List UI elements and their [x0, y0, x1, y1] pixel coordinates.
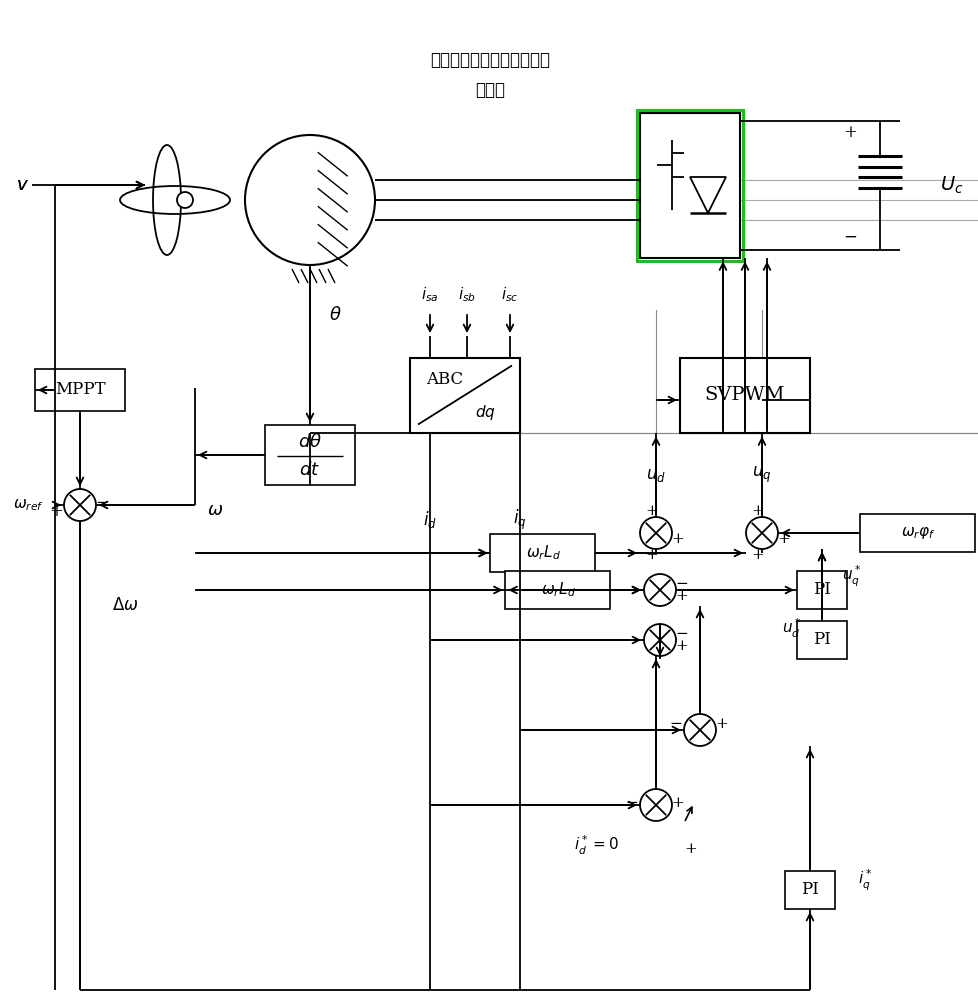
Text: $i_{sb}$: $i_{sb}$ — [458, 286, 475, 304]
Text: $v$: $v$ — [16, 176, 28, 194]
Text: $\omega_r L_d$: $\omega_r L_d$ — [540, 581, 575, 599]
Text: $\theta$: $\theta$ — [329, 306, 341, 324]
Text: +: + — [671, 532, 684, 546]
Text: $u_d^*$: $u_d^*$ — [781, 616, 801, 640]
Text: +: + — [715, 717, 728, 731]
Text: $v$: $v$ — [16, 176, 28, 194]
Bar — [860, 514, 974, 552]
Text: +: + — [777, 532, 789, 546]
Text: PI: PI — [813, 582, 830, 598]
Text: $i_{sc}$: $i_{sc}$ — [501, 286, 518, 304]
Text: $\Delta\omega$: $\Delta\omega$ — [111, 596, 138, 613]
Text: SVPWM: SVPWM — [704, 386, 784, 404]
Text: −: − — [842, 229, 856, 246]
Text: MPPT: MPPT — [55, 381, 106, 398]
Text: PI: PI — [800, 882, 819, 898]
Bar — [505, 571, 610, 609]
Text: $d\theta$: $d\theta$ — [297, 433, 322, 451]
Text: ABC: ABC — [426, 371, 464, 388]
Text: +: + — [675, 589, 688, 603]
Text: PI: PI — [813, 632, 830, 648]
Text: $\omega$: $\omega$ — [206, 501, 223, 519]
Text: $dt$: $dt$ — [299, 461, 320, 479]
Text: −: − — [675, 627, 688, 641]
Text: $dq$: $dq$ — [474, 403, 495, 422]
Text: −: − — [675, 577, 688, 591]
Text: +: + — [751, 504, 764, 518]
Bar — [265, 425, 355, 485]
Text: $u_q^*$: $u_q^*$ — [841, 563, 861, 589]
Bar — [35, 369, 125, 411]
Text: $u_q$: $u_q$ — [751, 465, 771, 485]
Bar — [410, 358, 519, 432]
Text: $i_d$: $i_d$ — [422, 510, 436, 530]
Text: $i_d^*=0$: $i_d^*=0$ — [573, 833, 618, 857]
Text: $i_q$: $i_q$ — [512, 508, 526, 532]
Text: 相绕组: 相绕组 — [474, 82, 505, 99]
Text: +: + — [671, 796, 684, 810]
Bar — [784, 871, 834, 909]
Text: $\omega_r L_d$: $\omega_r L_d$ — [525, 544, 559, 562]
Text: 多相直驱风力发电机一组三: 多相直驱风力发电机一组三 — [429, 52, 550, 69]
Text: $i_q^*$: $i_q^*$ — [857, 867, 871, 893]
Bar — [796, 571, 846, 609]
Text: +: + — [645, 504, 657, 518]
Bar — [640, 112, 739, 257]
Text: −: − — [625, 796, 638, 810]
Text: +: + — [684, 842, 696, 856]
Text: $i_{sa}$: $i_{sa}$ — [421, 286, 438, 304]
Text: +: + — [842, 124, 856, 141]
Text: +: + — [675, 639, 688, 653]
Bar — [637, 109, 742, 260]
Text: $\omega_r\varphi_f$: $\omega_r\varphi_f$ — [900, 525, 934, 541]
Text: +: + — [751, 548, 764, 562]
Text: +: + — [49, 502, 63, 520]
Text: −: − — [96, 496, 109, 510]
Bar — [796, 621, 846, 659]
Text: $U_c$: $U_c$ — [939, 174, 962, 196]
Text: $u_d$: $u_d$ — [645, 466, 665, 484]
Circle shape — [177, 192, 193, 208]
Text: −: − — [669, 717, 682, 731]
Bar — [490, 534, 595, 572]
Bar — [680, 358, 809, 432]
Text: +: + — [645, 548, 657, 562]
Text: $\omega_{ref}$: $\omega_{ref}$ — [13, 497, 43, 513]
